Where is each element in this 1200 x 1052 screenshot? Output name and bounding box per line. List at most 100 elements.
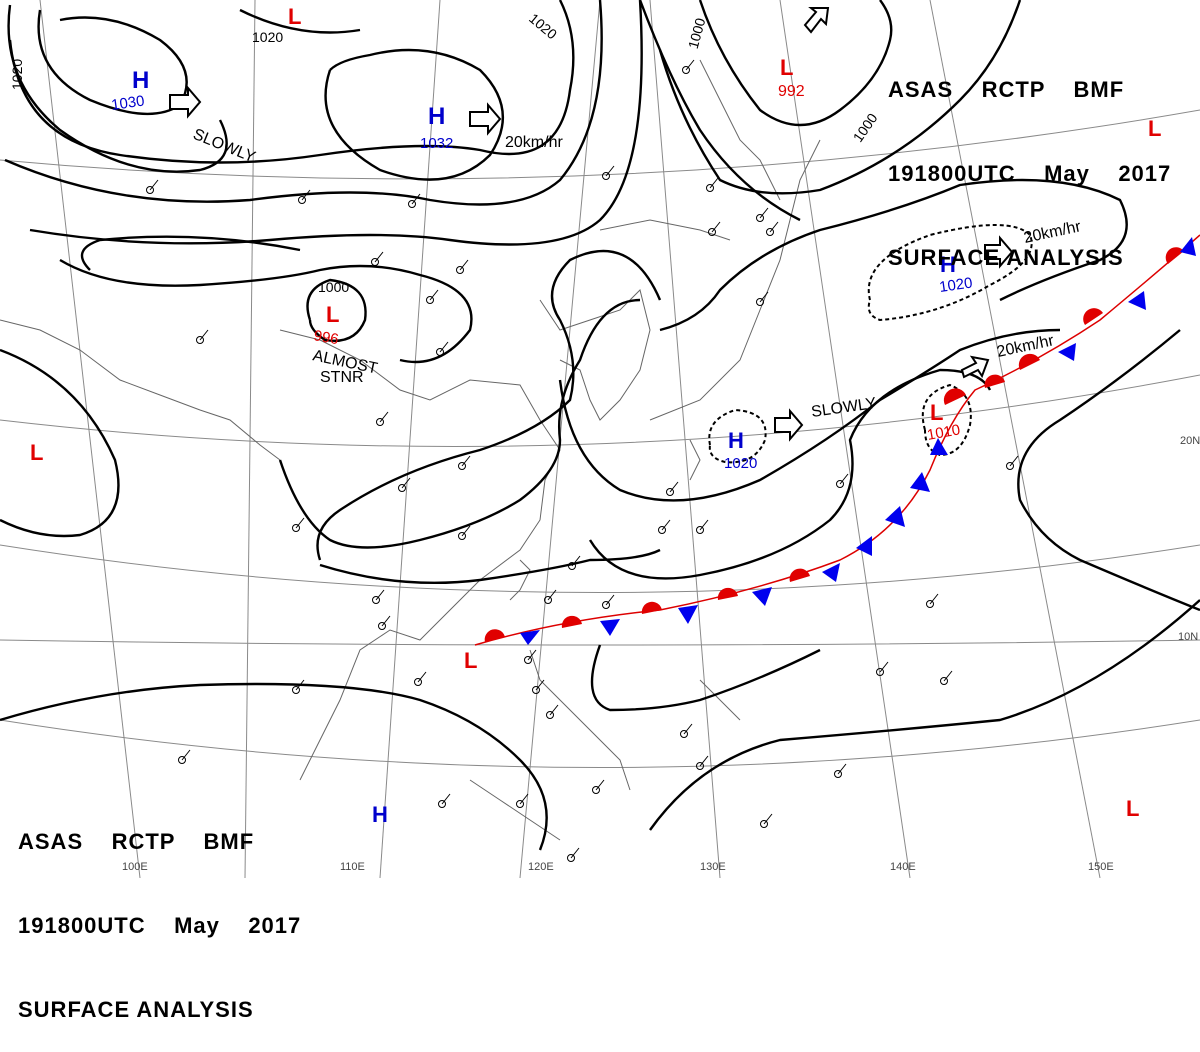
- station-wind-barb: [763, 813, 773, 825]
- low-value: 992: [778, 83, 805, 100]
- station-wind-barb: [149, 179, 159, 191]
- low-value: 996: [312, 327, 340, 348]
- station-wind-barb: [605, 594, 615, 606]
- station-marker: [292, 524, 300, 532]
- stationary-front: [474, 234, 1200, 646]
- station-marker: [706, 184, 714, 192]
- station-wind-barb: [301, 189, 311, 201]
- station-wind-barb: [381, 615, 391, 627]
- station-marker: [602, 172, 610, 180]
- high-symbol: H: [728, 428, 744, 453]
- station-wind-barb: [571, 555, 581, 567]
- station-marker: [178, 756, 186, 764]
- high-symbol: H: [372, 802, 388, 827]
- station-marker: [371, 258, 379, 266]
- pressure-centers: H 1030 H 1032 L 992 L 996 H 1020 H 1020 …: [30, 4, 1161, 827]
- station-marker: [414, 678, 422, 686]
- station-wind-barb: [1009, 455, 1019, 467]
- station-wind-barb: [711, 221, 721, 233]
- station-marker: [760, 820, 768, 828]
- station-wind-barb: [929, 593, 939, 605]
- header-line-title: SURFACE ANALYSIS: [888, 245, 1124, 270]
- station-wind-barb: [547, 589, 557, 601]
- station-wind-barb: [181, 749, 191, 761]
- station-marker: [298, 196, 306, 204]
- motion-label: STNR: [320, 369, 364, 386]
- lon-label: 120E: [528, 861, 554, 873]
- station-marker: [696, 762, 704, 770]
- high-symbol: H: [940, 252, 956, 277]
- isobars: [0, 0, 1200, 851]
- lat-label: 10N: [1178, 631, 1198, 643]
- station-wind-barb: [519, 793, 529, 805]
- station-marker: [666, 488, 674, 496]
- station-marker: [438, 800, 446, 808]
- isobar-label: 1000: [318, 279, 349, 295]
- station-marker: [926, 600, 934, 608]
- station-wind-barb: [549, 704, 559, 716]
- station-plots: [146, 59, 1019, 862]
- station-marker: [408, 200, 416, 208]
- header-top: ASAS RCTP BMF 191800UTC May 2017 SURFACE…: [888, 20, 1171, 300]
- low-symbol: L: [30, 440, 43, 465]
- graticule-labels: 20N 10N 100E 110E 120E 130E 140E 150E: [122, 435, 1200, 873]
- station-wind-barb: [699, 519, 709, 531]
- station-marker: [940, 677, 948, 685]
- station-marker: [682, 66, 690, 74]
- station-marker: [834, 770, 842, 778]
- lon-label: 140E: [890, 861, 916, 873]
- station-marker: [696, 526, 704, 534]
- station-marker: [196, 336, 204, 344]
- station-marker: [398, 484, 406, 492]
- station-marker: [836, 480, 844, 488]
- station-wind-barb: [295, 679, 305, 691]
- station-marker: [524, 656, 532, 664]
- motion-label: 20km/hr: [505, 134, 563, 151]
- warm-front-pips: [484, 247, 1184, 642]
- station-wind-barb: [417, 671, 427, 683]
- station-marker: [292, 686, 300, 694]
- low-symbol: L: [288, 4, 301, 29]
- header-line-time: 191800UTC May 2017: [18, 913, 302, 938]
- station-wind-barb: [461, 525, 471, 537]
- low-symbol: L: [326, 302, 339, 327]
- station-wind-barb: [570, 847, 580, 859]
- station-wind-barb: [199, 329, 209, 341]
- high-value: 1030: [110, 92, 145, 113]
- station-wind-barb: [669, 481, 679, 493]
- station-marker: [516, 800, 524, 808]
- station-wind-barb: [685, 59, 695, 71]
- station-marker: [372, 596, 380, 604]
- header-bottom: ASAS RCTP BMF 191800UTC May 2017 SURFACE…: [18, 772, 301, 1052]
- header-line-title: SURFACE ANALYSIS: [18, 997, 254, 1022]
- lon-label: 150E: [1088, 861, 1114, 873]
- station-marker: [680, 730, 688, 738]
- lon-label: 130E: [700, 861, 726, 873]
- station-wind-barb: [375, 589, 385, 601]
- station-marker: [146, 186, 154, 194]
- station-wind-barb: [295, 517, 305, 529]
- station-marker: [376, 418, 384, 426]
- header-line-time: 191800UTC May 2017: [888, 161, 1172, 186]
- low-value: 1010: [926, 421, 962, 444]
- header-line-agency: ASAS RCTP BMF: [18, 829, 255, 854]
- station-marker: [766, 228, 774, 236]
- lat-label: 20N: [1180, 435, 1200, 447]
- station-wind-barb: [759, 291, 769, 303]
- low-symbol: L: [1126, 796, 1139, 821]
- high-value: 1020: [724, 455, 757, 472]
- station-wind-barb: [429, 289, 439, 301]
- station-wind-barb: [943, 670, 953, 682]
- high-value: 1032: [420, 135, 453, 152]
- station-wind-barb: [595, 779, 605, 791]
- isobar-label: 1020: [252, 29, 283, 45]
- station-marker: [544, 596, 552, 604]
- low-symbol: L: [780, 55, 793, 80]
- station-marker: [568, 562, 576, 570]
- high-symbol: H: [428, 103, 445, 130]
- station-wind-barb: [535, 679, 545, 691]
- station-wind-barb: [661, 519, 671, 531]
- station-marker: [602, 601, 610, 609]
- low-symbol: L: [930, 400, 943, 425]
- station-wind-barb: [879, 661, 889, 673]
